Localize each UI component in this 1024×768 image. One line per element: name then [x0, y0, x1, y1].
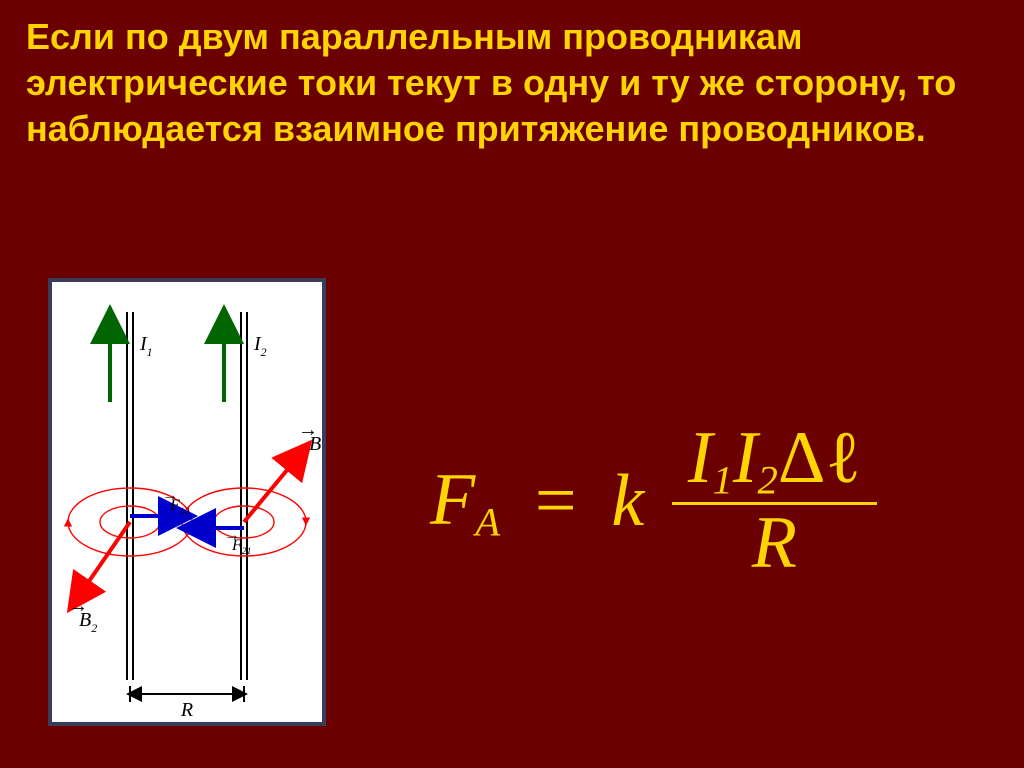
formula-lhs: FA — [430, 458, 500, 545]
slide-heading: Если по двум параллельным проводникам эл… — [26, 14, 996, 152]
fraction-denominator: R — [672, 505, 878, 583]
symbol-i2: I — [733, 417, 758, 499]
field-loops — [68, 488, 306, 556]
label-i1: I1 — [139, 333, 153, 359]
slide: Если по двум параллельным проводникам эл… — [0, 0, 1024, 768]
parallel-conductors-svg: I1 I2 → B1 → B2 → F12 — [52, 282, 322, 722]
symbol-i1: I — [688, 417, 713, 499]
symbol-delta: Δ — [778, 417, 826, 499]
ampere-force-formula: FA = k I1I2Δℓ R — [430, 420, 886, 583]
fraction-numerator: I1I2Δℓ — [672, 420, 878, 505]
symbol-i2-sub: 2 — [757, 457, 777, 502]
equals-sign: = — [535, 459, 577, 544]
b1-vector — [244, 452, 302, 522]
parallel-conductors-figure: I1 I2 → B1 → B2 → F12 — [48, 278, 326, 726]
symbol-i1-sub: 1 — [712, 457, 732, 502]
fraction: I1I2Δℓ R — [672, 420, 878, 583]
label-b2: → B2 — [68, 595, 97, 635]
label-f12: → F12 — [162, 487, 190, 517]
symbol-k: k — [611, 459, 644, 544]
label-r: R — [180, 699, 193, 721]
label-i2: I2 — [253, 333, 267, 359]
symbol-ell: ℓ — [825, 417, 860, 499]
symbol-f: F — [430, 459, 475, 541]
symbol-f-sub: A — [475, 499, 500, 544]
wires — [127, 312, 247, 680]
b2-vector — [76, 522, 130, 600]
